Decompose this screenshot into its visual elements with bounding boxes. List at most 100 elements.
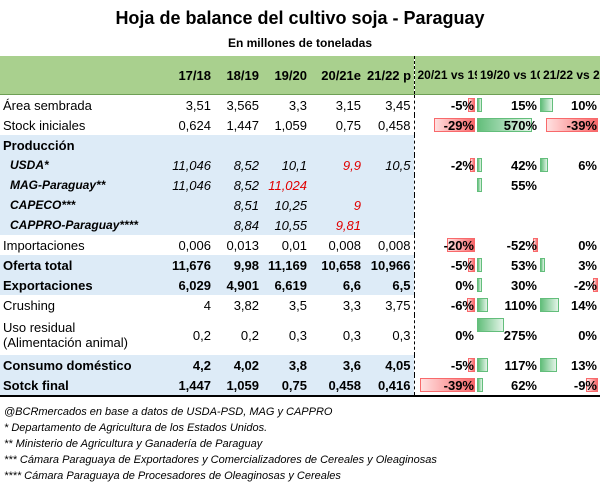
negative-bar (468, 358, 475, 372)
positive-bar (477, 158, 482, 172)
header-blank (0, 56, 166, 95)
value-cell: 10,966 (364, 255, 414, 275)
negative-bar (468, 258, 475, 272)
variation-cell: 0% (413, 315, 477, 355)
variation-cell: 0% (413, 275, 477, 295)
value-cell: 9,9 (310, 155, 364, 175)
value-cell: 3,45 (385, 97, 411, 113)
value-cell: 3,15 (335, 97, 361, 113)
variation-cell: -39% (540, 115, 600, 135)
variation-cell: -29% (413, 115, 477, 135)
variation-cell: -5% (413, 255, 477, 275)
table-row: Importaciones 0,006 0,013 0,01 0,008 0,008 -20… (0, 235, 600, 255)
value-cell: 8,84 (214, 215, 262, 235)
negative-bar (468, 98, 475, 112)
variation-cell: -5% (413, 94, 477, 115)
variation-text: 0% (455, 277, 474, 293)
value-cell (166, 195, 214, 215)
value-cell: 0,3 (288, 327, 307, 343)
variation-cell (413, 195, 477, 215)
value-cell: 3,82 (233, 297, 259, 313)
footnote: **** Cámara Paraguaya de Procesadores de… (4, 470, 341, 482)
row-label-text: CAPECO*** (10, 198, 76, 212)
value-cell (214, 135, 262, 155)
negative-bar (470, 158, 475, 172)
variation-cell (477, 215, 540, 235)
value-cell: 6,5 (364, 275, 414, 295)
variation-text: -39% (566, 117, 597, 133)
variation-text: 117% (504, 357, 537, 373)
variation-text: -5% (450, 357, 474, 373)
variation-cell (477, 195, 540, 215)
table-row: Crushing 4 3,82 3,5 3,3 3,75 -6% 110% 14% (0, 295, 600, 315)
variation-cell (413, 135, 477, 155)
variation-cell: 0% (540, 315, 600, 355)
variation-cell: 14% (540, 295, 600, 315)
positive-bar (540, 358, 557, 372)
value-cell: 11,169 (262, 255, 310, 275)
variation-text: 13% (570, 357, 597, 373)
value-cell: 10,1 (262, 155, 310, 175)
table-row: MAG-Paraguay** 11,046 8,52 11,024 55% (0, 175, 600, 195)
table-row: Exportaciones 6,029 4,901 6,619 6,6 6,5 0% 30% -… (0, 275, 600, 295)
row-label-text: Crushing (3, 297, 56, 313)
variation-text: -2% (573, 277, 597, 293)
header-var-col: 19/20 vs 10/11 (477, 56, 540, 95)
row-label-text: USDA* (10, 158, 49, 172)
header-col: 21/22 p (364, 56, 414, 95)
value-cell: 4,05 (364, 355, 414, 375)
value-cell: 0,2 (240, 327, 259, 343)
value-cell (364, 135, 414, 155)
row-label: Exportaciones (0, 275, 166, 295)
value-cell: 6,6 (310, 275, 364, 295)
row-label: CAPPRO-Paraguay**** (0, 215, 166, 235)
positive-bar (477, 298, 488, 312)
value-cell: 11,676 (166, 255, 214, 275)
variation-text: 0% (578, 327, 597, 343)
negative-bar (593, 278, 598, 292)
variation-cell (413, 175, 477, 195)
positive-bar (540, 98, 553, 112)
value-cell: 8,52 (214, 155, 262, 175)
value-cell: 0,75 (262, 375, 310, 397)
row-label: Producción (0, 135, 166, 155)
variation-cell: -52% (477, 235, 540, 255)
variation-text: -2% (450, 157, 474, 173)
page-title: Hoja de balance del cultivo soja - Parag… (115, 8, 485, 28)
value-cell: 11,046 (166, 175, 214, 195)
value-cell: 1,447 (166, 375, 214, 397)
variation-text: -5% (450, 97, 474, 113)
positive-bar (477, 378, 483, 392)
footnote: * Departamento de Agricultura de los Est… (4, 422, 268, 434)
value-cell: 0,008 (377, 237, 411, 253)
positive-bar (477, 258, 482, 272)
variation-cell: -2% (540, 275, 600, 295)
variation-text: 0% (578, 237, 597, 253)
row-label-text: Importaciones (3, 237, 85, 253)
variation-cell: 0% (540, 235, 600, 255)
variation-text: -5% (450, 257, 474, 273)
variation-cell: 570% (477, 115, 540, 135)
variation-cell: -5% (413, 355, 477, 375)
table-row: Producción (0, 135, 600, 155)
variation-cell: 13% (540, 355, 600, 375)
variation-cell: 15% (477, 95, 540, 116)
row-label: Sotck final (0, 375, 166, 397)
header-col: 17/18 (166, 56, 214, 95)
header-col: 18/19 (214, 56, 262, 95)
positive-bar (477, 118, 532, 132)
value-cell: 1,059 (214, 375, 262, 397)
variation-cell: 62% (477, 375, 540, 397)
header-row: 17/18 18/19 19/20 20/21e 21/22 p 20/21 v… (0, 56, 600, 95)
row-label-text: MAG-Paraguay** (10, 178, 106, 192)
value-cell: 3,51 (185, 97, 211, 113)
row-label: Área sembrada (0, 95, 166, 116)
variation-cell (540, 215, 600, 235)
value-cell: 10,658 (310, 255, 364, 275)
variation-text: 0% (455, 327, 474, 343)
value-cell: 0,2 (192, 327, 211, 343)
table-row: CAPECO*** 8,51 10,25 9 (0, 195, 600, 215)
value-cell: 10,5 (364, 155, 414, 175)
variation-text: 6% (578, 157, 597, 173)
variation-cell: 110% (477, 295, 540, 315)
